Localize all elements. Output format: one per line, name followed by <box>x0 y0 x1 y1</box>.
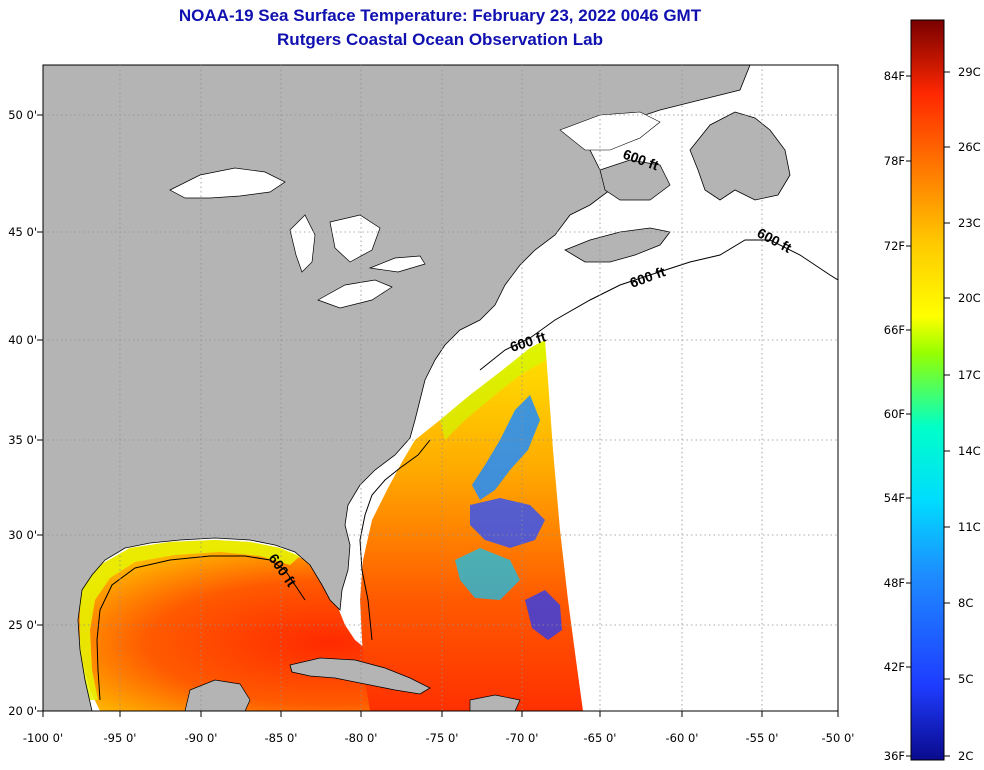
cold-water-eddy <box>470 498 545 548</box>
longitude-label: -80 0' <box>345 731 378 745</box>
colorbar-fahrenheit-labels: 84F 78F 72F 66F 60F 54F 48F 42F 36F <box>884 69 911 763</box>
temperature-colorbar <box>910 19 945 761</box>
colorbar-fahrenheit-label: 48F <box>884 576 905 590</box>
longitude-label: -70 0' <box>506 731 539 745</box>
map-subtitle: Rutgers Coastal Ocean Observation Lab <box>277 30 603 49</box>
colorbar-celsius-label: 20C <box>958 291 981 305</box>
longitude-label: -65 0' <box>584 731 617 745</box>
latitude-label: 45 0' <box>8 225 37 239</box>
cool-water-band <box>455 548 520 600</box>
colorbar-celsius-label: 17C <box>958 368 981 382</box>
northeast-shelf-edge <box>479 239 838 371</box>
cuba-land <box>289 657 431 695</box>
newfoundland-land <box>689 111 791 201</box>
latitude-label: 30 0' <box>8 528 37 542</box>
colorbar-fahrenheit-label: 42F <box>884 660 905 674</box>
colorbar-celsius-labels: 29C 26C 23C 20C 17C 14C 11C 8C 5C 2C <box>944 65 981 763</box>
latitude-label: 35 0' <box>8 433 37 447</box>
longitude-label: -100 0' <box>23 731 63 745</box>
gulf-shelf-edge <box>96 555 306 701</box>
latitude-labels: 20 0' 25 0' 30 0' 35 0' 40 0' 45 0' 50 0' <box>8 108 37 718</box>
longitude-label: -55 0' <box>746 731 779 745</box>
longitude-label: -75 0' <box>426 731 459 745</box>
longitude-labels: -100 0' -95 0' -90 0' -85 0' -80 0' -75 0' -70… <box>23 731 855 745</box>
colorbar-celsius-label: 2C <box>958 749 973 763</box>
warm-edge-band <box>440 340 546 440</box>
latitude-label: 40 0' <box>8 333 37 347</box>
colorbar-celsius-label: 29C <box>958 65 981 79</box>
northern-no-data-region <box>559 111 661 151</box>
colorbar-celsius-label: 26C <box>958 140 981 154</box>
gulf-shelf-cool-water <box>80 540 300 700</box>
graticule <box>37 65 839 717</box>
gaspe-land <box>599 159 671 201</box>
cold-water-filament <box>472 395 540 500</box>
cold-water-patch <box>525 590 562 640</box>
colorbar-fahrenheit-label: 66F <box>884 323 905 337</box>
map-title: NOAA-19 Sea Surface Temperature: Februar… <box>178 6 702 25</box>
yucatan-land <box>184 679 251 711</box>
latitude-label: 25 0' <box>8 618 37 632</box>
longitude-label: -50 0' <box>822 731 855 745</box>
map-frame <box>42 64 839 712</box>
colorbar-fahrenheit-label: 60F <box>884 407 905 421</box>
colorbar-celsius-label: 14C <box>958 444 981 458</box>
latitude-label: 20 0' <box>8 704 37 718</box>
longitude-label: -95 0' <box>104 731 137 745</box>
hispaniola-land <box>469 694 521 711</box>
colorbar-celsius-label: 11C <box>958 520 981 534</box>
nova-scotia-land <box>564 227 671 263</box>
latitude-label: 50 0' <box>8 108 37 122</box>
colorbar-fahrenheit-label: 78F <box>884 154 905 168</box>
colorbar-fahrenheit-label: 54F <box>884 491 905 505</box>
great-lakes <box>169 167 426 309</box>
atlantic-shelf-edge <box>359 439 431 641</box>
longitude-label: -60 0' <box>666 731 699 745</box>
colorbar-fahrenheit-label: 36F <box>884 749 905 763</box>
longitude-label: -90 0' <box>185 731 218 745</box>
gulf-of-mexico-sst <box>78 540 580 711</box>
colorbar-celsius-label: 5C <box>958 672 973 686</box>
colorbar-fahrenheit-label: 72F <box>884 239 905 253</box>
longitude-label: -85 0' <box>265 731 298 745</box>
colorbar-celsius-label: 8C <box>958 596 973 610</box>
colorbar-fahrenheit-label: 84F <box>884 69 905 83</box>
colorbar-celsius-label: 23C <box>958 216 981 230</box>
